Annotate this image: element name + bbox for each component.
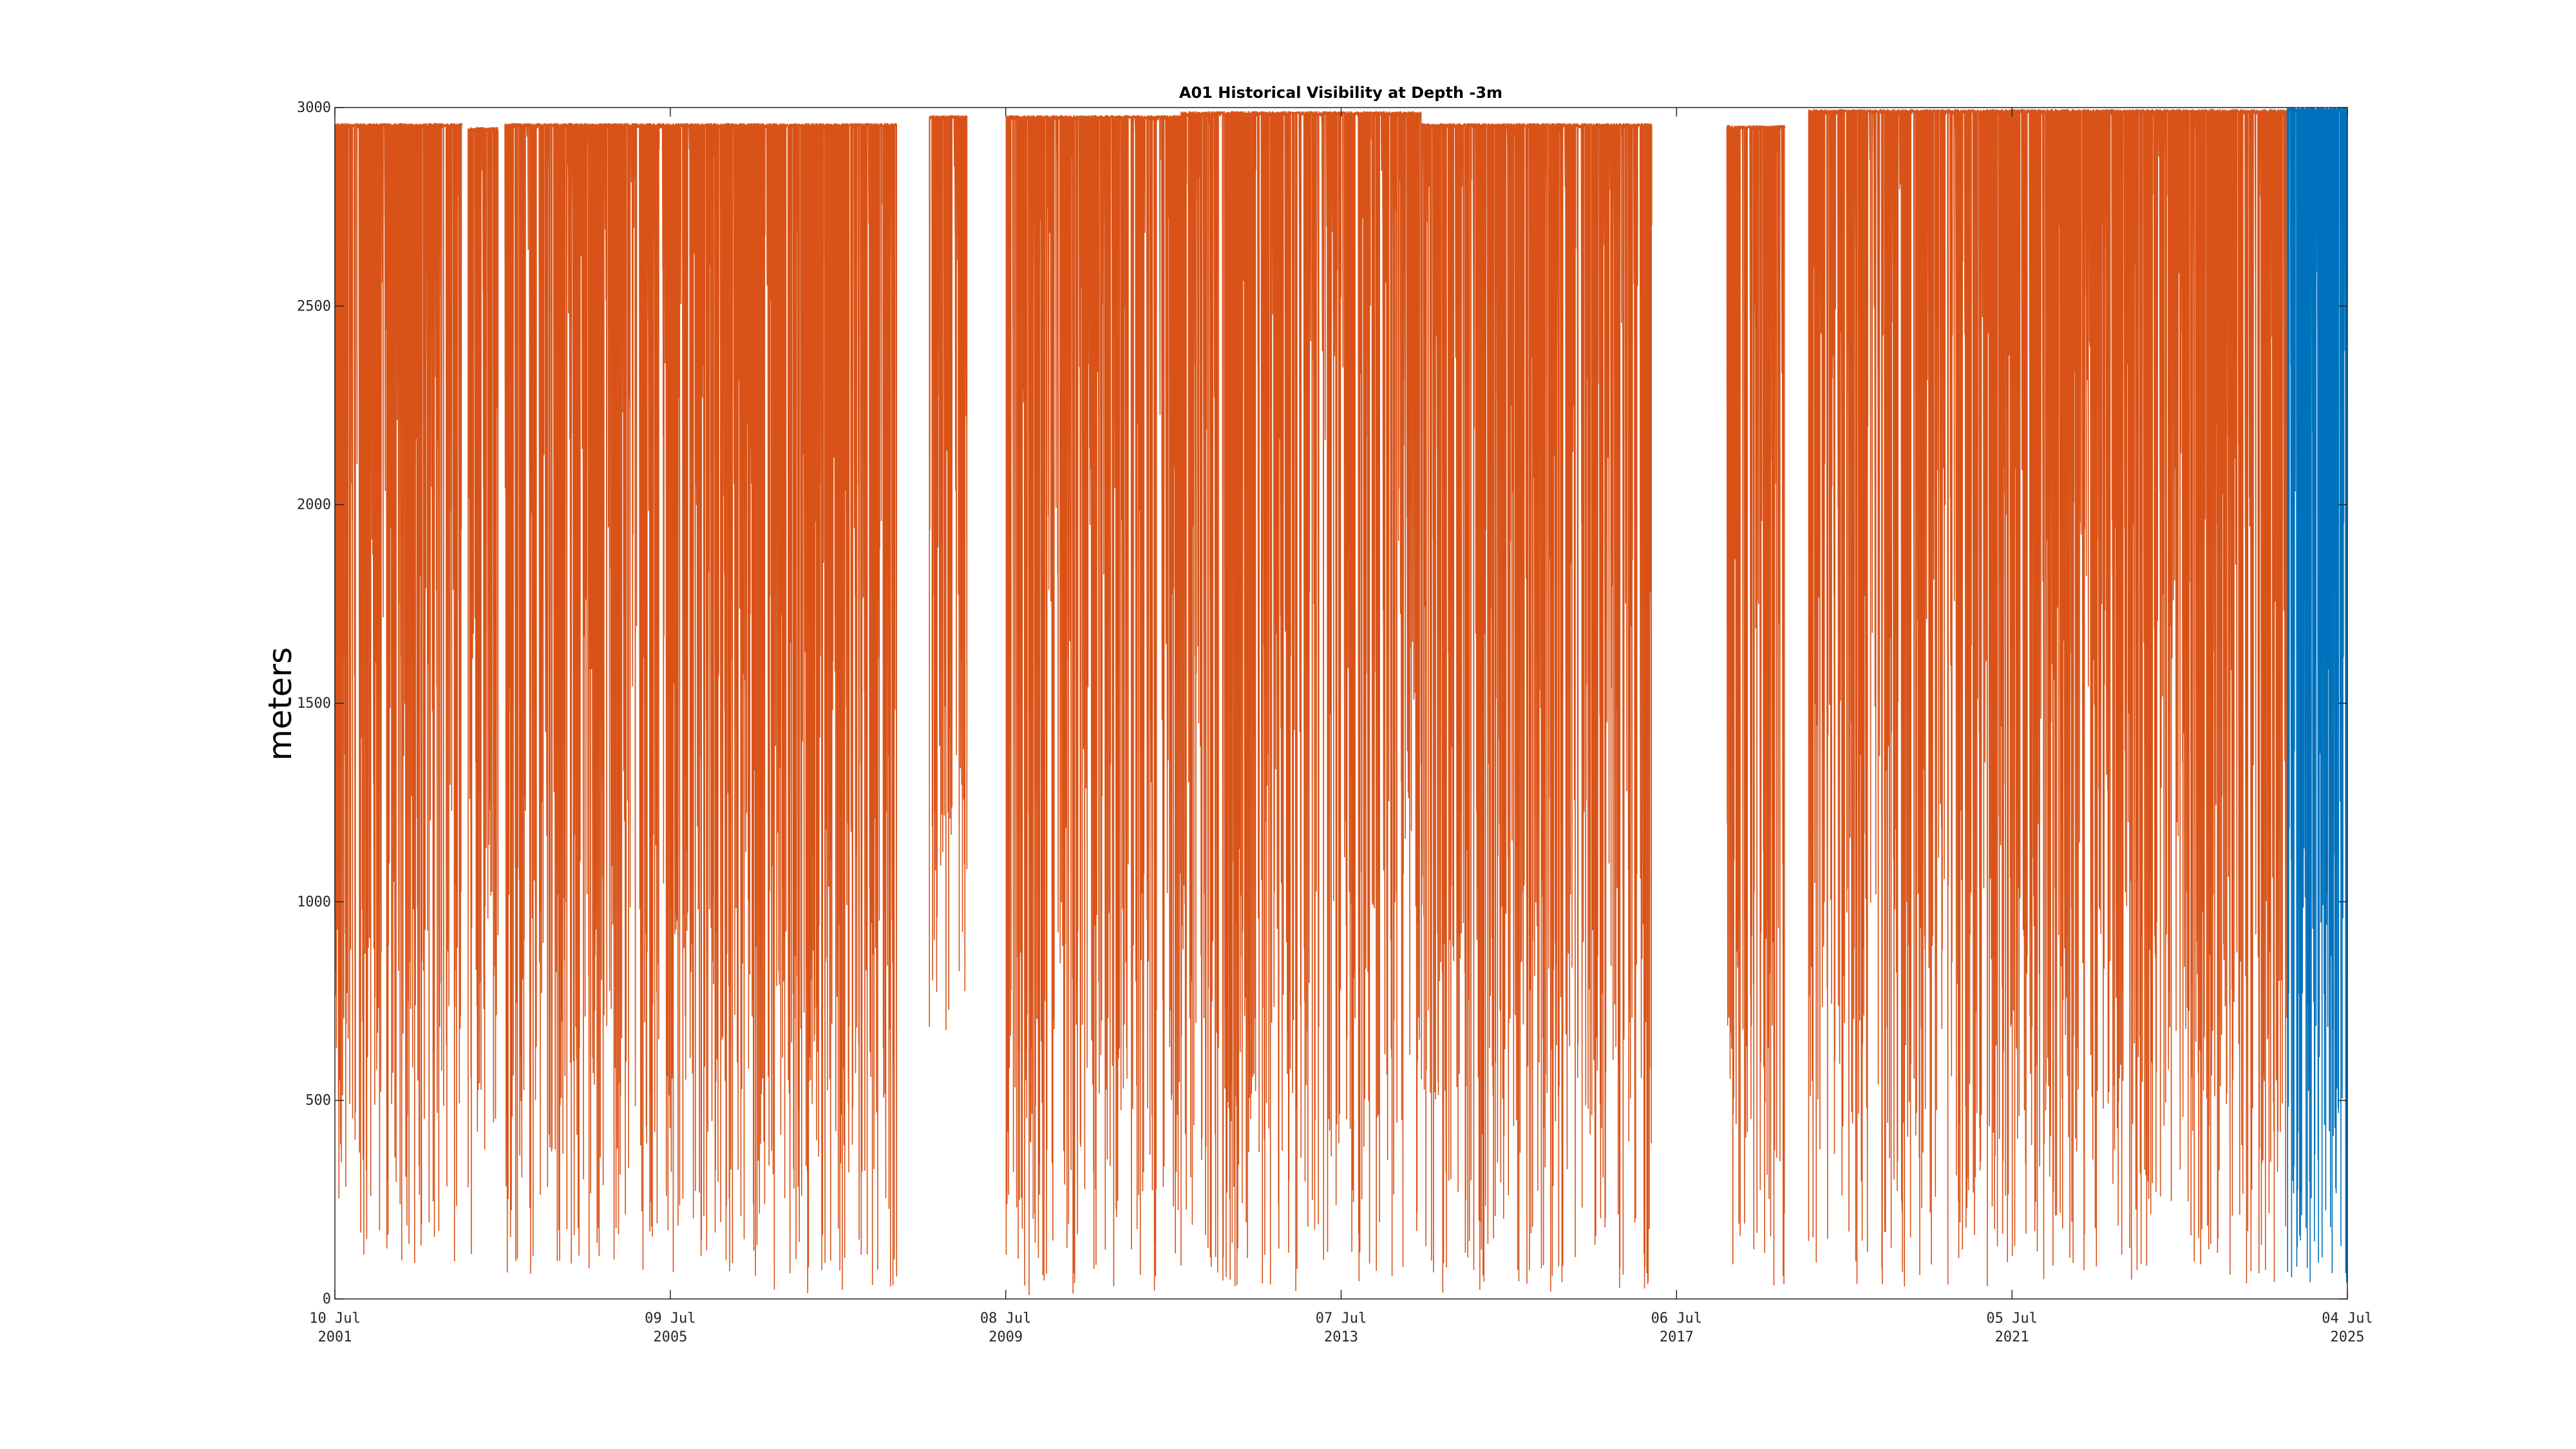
series-1-segment-7: [1180, 111, 1422, 1292]
series-1-segment-4: [749, 122, 897, 1293]
y-axis-label: meters: [261, 647, 299, 761]
series-1-segment-10: [1808, 109, 1998, 1287]
plot-data: [334, 107, 2348, 1296]
x-tick-label-date: 06 Jul: [1651, 1311, 1702, 1327]
series-1-segment-5: [929, 115, 968, 1030]
y-tick-label: 2000: [297, 497, 331, 513]
series-1-segment-8: [1420, 122, 1653, 1293]
chart-title: A01 Historical Visibility at Depth -3m: [1179, 84, 1502, 102]
y-tick-label: 2500: [297, 298, 331, 314]
axes: 0 500 1000 1500 2000 2500 3000 10 Jul 2001 09 Jul…: [297, 100, 2373, 1345]
series-1-segment-3: [504, 122, 751, 1274]
series-1-segment-6: [1005, 115, 1182, 1296]
x-tick-label-year: 2021: [1995, 1329, 2029, 1345]
y-tick-label: 1500: [297, 696, 331, 712]
x-tick-label-date: 05 Jul: [1986, 1311, 2037, 1327]
y-tick-label: 3000: [297, 100, 331, 116]
x-tick-label-date: 09 Jul: [645, 1311, 696, 1327]
x-tick-label-year: 2013: [1324, 1329, 1358, 1345]
series-1-segment-9: [1726, 125, 1786, 1286]
series-1-segment-2: [468, 127, 499, 1255]
x-tick-label-year: 2025: [2331, 1329, 2365, 1345]
x-tick-label-date: 10 Jul: [309, 1311, 360, 1327]
x-tick-label-date: 04 Jul: [2322, 1311, 2372, 1327]
x-tick-label-date: 07 Jul: [1316, 1311, 1367, 1327]
series-1-segment-11: [1996, 109, 2288, 1283]
y-tick-label: 0: [323, 1291, 331, 1307]
x-tick-label-year: 2005: [653, 1329, 687, 1345]
y-tick-label: 500: [305, 1093, 331, 1109]
x-tick-label-date: 08 Jul: [980, 1311, 1031, 1327]
y-tick-label: 1000: [297, 894, 331, 910]
x-tick-label-year: 2017: [1660, 1329, 1694, 1345]
series-2-segment-1: [2286, 107, 2348, 1283]
series-1-segment-1: [334, 122, 463, 1263]
x-tick-label-year: 2009: [989, 1329, 1023, 1345]
x-tick-label-year: 2001: [318, 1329, 352, 1345]
